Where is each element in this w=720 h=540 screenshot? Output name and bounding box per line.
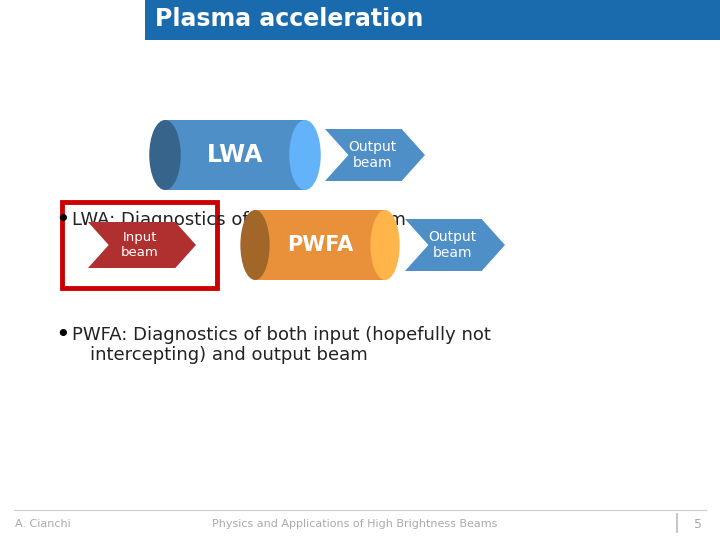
Text: Input
beam: Input beam <box>121 231 159 259</box>
Text: Output
beam: Output beam <box>428 230 477 260</box>
Polygon shape <box>88 222 196 268</box>
Ellipse shape <box>149 120 181 190</box>
Ellipse shape <box>289 120 320 190</box>
Text: LWA: LWA <box>207 143 264 167</box>
Bar <box>145 0 720 40</box>
Bar <box>62 202 217 288</box>
Text: 5: 5 <box>694 517 702 530</box>
Text: intercepting) and output beam: intercepting) and output beam <box>90 346 368 364</box>
Text: PWFA: Diagnostics of both input (hopefully not: PWFA: Diagnostics of both input (hopeful… <box>72 326 491 344</box>
Ellipse shape <box>240 210 269 280</box>
Text: Output
beam: Output beam <box>348 140 397 170</box>
Text: A. Cianchi: A. Cianchi <box>15 519 71 529</box>
Text: •: • <box>55 208 70 232</box>
Text: Plasma acceleration: Plasma acceleration <box>155 7 423 31</box>
Bar <box>165 120 305 190</box>
Text: •: • <box>55 323 70 347</box>
Text: Physics and Applications of High Brightness Beams: Physics and Applications of High Brightn… <box>212 519 498 529</box>
Bar <box>255 210 385 280</box>
Ellipse shape <box>370 210 400 280</box>
Text: LWA: Diagnostics of the output beam: LWA: Diagnostics of the output beam <box>72 211 406 229</box>
Polygon shape <box>405 219 505 271</box>
Polygon shape <box>325 129 425 181</box>
Text: PWFA: PWFA <box>287 235 353 255</box>
